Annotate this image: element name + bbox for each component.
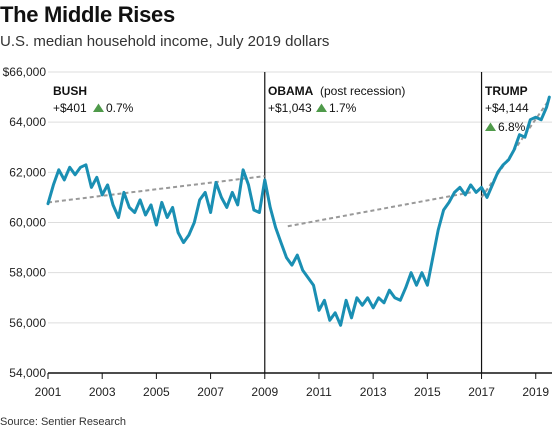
- x-tick-label: 2001: [35, 385, 62, 399]
- obama-change: +$1,043: [268, 101, 312, 115]
- period-annotations: BUSH +$401 0.7% OBAMA (post recession) +…: [53, 84, 529, 134]
- x-tick-label: 2007: [197, 385, 224, 399]
- y-tick-label: 54,000: [9, 366, 46, 380]
- y-tick-label: 56,000: [9, 316, 46, 330]
- chart-title: The Middle Rises: [0, 2, 175, 27]
- y-tick-label: 58,000: [9, 266, 46, 280]
- trump-pct: 6.8%: [498, 120, 526, 134]
- y-tick-label: $66,000: [3, 65, 47, 79]
- y-tick-label: 60,000: [9, 216, 46, 230]
- y-axis-tick-labels: $66,000 64,000 62,000 60,000 58,000 56,000 54,…: [3, 65, 47, 380]
- bush-up-triangle-icon: [93, 103, 104, 112]
- grid-lines: [48, 71, 552, 374]
- y-tick-label: 62,000: [9, 165, 46, 179]
- trump-label: TRUMP: [485, 84, 528, 98]
- bush-pct: 0.7%: [106, 101, 134, 115]
- x-tick-label: 2013: [360, 385, 387, 399]
- x-tick-label: 2009: [251, 385, 278, 399]
- trend-line: [47, 175, 265, 204]
- obama-up-triangle-icon: [316, 103, 327, 112]
- x-tick-label: 2017: [468, 385, 495, 399]
- source-note: Source: Sentier Research: [0, 416, 126, 428]
- trend-line: [287, 191, 471, 228]
- chart-subtitle: U.S. median household income, July 2019 …: [0, 33, 330, 50]
- x-tick-label: 2003: [89, 385, 116, 399]
- x-tick-label: 2015: [414, 385, 441, 399]
- obama-label: OBAMA: [268, 84, 314, 98]
- bush-change: +$401: [53, 101, 87, 115]
- x-axis: 2001 2003 2005 2007 2009 2011 2013 2015 2017 2019: [35, 372, 552, 399]
- obama-note: (post recession): [320, 84, 405, 98]
- trump-up-triangle-icon: [485, 122, 496, 131]
- obama-pct: 1.7%: [329, 101, 357, 115]
- x-tick-label: 2019: [522, 385, 549, 399]
- series-lines: [46, 95, 551, 327]
- trump-change: +$4,144: [485, 101, 529, 115]
- bush-label: BUSH: [53, 84, 87, 98]
- x-tick-label: 2011: [306, 385, 332, 399]
- x-tick-label: 2005: [143, 385, 170, 399]
- income-series-line: [46, 95, 551, 327]
- y-tick-label: 64,000: [9, 115, 46, 129]
- trend-lines: [47, 99, 551, 228]
- period-dividers: [264, 72, 483, 373]
